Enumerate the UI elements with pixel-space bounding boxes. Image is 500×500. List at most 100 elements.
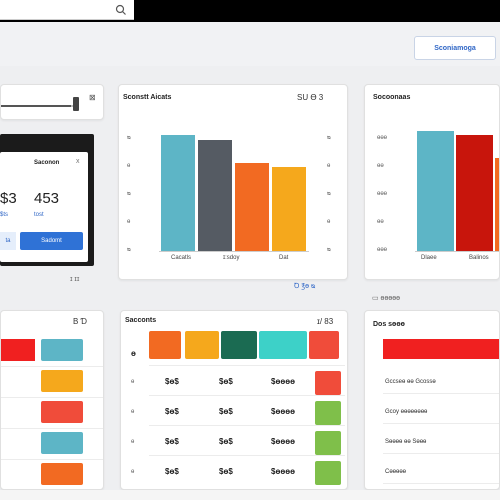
table-right-row-label: Cɵɵɵɵɵ: [385, 469, 407, 475]
table-mid-meta: ɪ/ 83: [317, 317, 334, 326]
table-mid-row-index: ɵ: [131, 439, 135, 445]
table-mid-title: Sacconts: [125, 317, 157, 324]
table-left-tag: [41, 370, 83, 392]
chart-a-baseline: [159, 251, 309, 252]
chart-a-ytick-right: ɵ: [327, 219, 331, 225]
table-mid-cell: $ɵ$: [219, 377, 233, 386]
table-card-right: Dos sɵɵɵ Gccseɵ ɵɵ Gcossɵ Gcoy ɵɵɵɵɵɵɵɵ Sɵ…: [364, 310, 500, 490]
filter-card: ⊠: [0, 84, 104, 120]
chart-b-bar: [456, 135, 493, 251]
chart-a-ytick-right: ᴓ: [327, 191, 331, 197]
table-left-tag: [41, 432, 83, 454]
table-mid-row-index: ɵ: [131, 469, 135, 475]
modal-value-2: 453: [34, 190, 60, 207]
chart-b-plot: ɵɵɵ ɵɵ ɵɵɵ ɵɵ ɵɵɵ Dlaee Balinos: [365, 85, 499, 279]
header-action-button[interactable]: Sconiamoga: [414, 36, 496, 60]
chart-a-bar: [235, 162, 269, 251]
modal-footer-mark: ɪ ɪɪ: [70, 276, 80, 283]
table-mid-cell: $ɵ$: [219, 467, 233, 476]
chart-a-footer: Ꝺ ℥ɵ ᴓ: [294, 283, 316, 290]
slider-handle[interactable]: [73, 97, 79, 111]
chart-a-ytick: ɵ: [127, 219, 131, 225]
chart-b-footer: ▭ ɵɵɵɵɵ: [372, 295, 401, 302]
table-left-tag: [41, 401, 83, 423]
chart-b-ytick: ɵɵ: [377, 219, 384, 225]
table-mid-header-cell: [221, 331, 257, 359]
table-mid-row-index: ɵ: [131, 379, 135, 385]
table-left-row-separator: [1, 428, 103, 429]
chart-a-category-label: ɪ:sdoy: [223, 255, 240, 261]
table-mid-cell: $ɵɵɵɵ: [271, 407, 295, 416]
table-right-row-separator: [383, 423, 499, 424]
chart-a-category-label: Dat: [279, 255, 289, 261]
table-mid-header-cell: [185, 331, 219, 359]
table-mid-status-cell: [315, 371, 341, 395]
table-left-tag: [41, 339, 83, 361]
table-right-row-separator: [383, 393, 499, 394]
chart-b-category-label: Dlaee: [421, 255, 437, 261]
chart-a-meta: SU Ɵ 3: [297, 93, 324, 102]
table-mid-status-cell: [315, 461, 341, 485]
chart-a-ytick-right: ɵ: [327, 163, 331, 169]
chart-card-b: Socoonaas ɵɵɵ ɵɵ ɵɵɵ ɵɵ ɵɵɵ Dlaee Balinos: [364, 84, 500, 280]
table-mid-row-index: ɵ: [131, 409, 135, 415]
chart-a-bar: [272, 166, 306, 251]
search-icon[interactable]: [114, 3, 128, 17]
chart-a-ytick: ɵ: [127, 163, 131, 169]
table-left-row-separator: [1, 397, 103, 398]
table-mid-status-cell: [315, 431, 341, 455]
table-mid-cell: $ɵɵɵɵ: [271, 377, 295, 386]
table-mid-row-separator: [149, 455, 345, 456]
table-mid-header-index: ɵ: [131, 349, 136, 358]
table-right-red-bar: [383, 339, 499, 359]
table-mid-cell: $ɵ$: [165, 467, 179, 476]
chart-b-ytick: ɵɵ: [377, 163, 384, 169]
modal-sub-1: $ts: [0, 212, 9, 218]
table-right-row-separator: [383, 453, 499, 454]
search-input[interactable]: [4, 3, 112, 17]
chart-a-plot: ᴓ ᴓ ɵ ɵ ᴓ ᴓ ɵ ɵ ᴓ ᴓ Cacatls ɪ:sdoy Dat: [119, 85, 347, 279]
table-left-tag: [1, 339, 35, 361]
table-card-left: B Ɗ: [0, 310, 104, 490]
table-mid-cell: $ɵɵɵɵ: [271, 437, 295, 446]
table-mid-header-cell: [149, 331, 181, 359]
chart-a-bar: [198, 140, 232, 251]
table-mid-header-cell: [259, 331, 307, 359]
chart-b-title: Socoonaas: [373, 94, 411, 101]
table-right-title: Dos sɵɵɵ: [373, 321, 405, 328]
table-mid-row-separator: [149, 395, 345, 396]
chart-a-ytick: ᴓ: [127, 191, 131, 197]
modal-sub-2: tost: [34, 212, 44, 218]
table-mid-cell: $ɵ$: [219, 437, 233, 446]
chart-a-ytick-right: ᴓ: [327, 247, 331, 253]
table-left-row-separator: [1, 459, 103, 460]
table-right-row-label: Gcoy ɵɵɵɵɵɵɵɵ: [385, 409, 428, 415]
chart-card-a: Sconstt Aicats SU Ɵ 3 ᴓ ᴓ ɵ ɵ ᴓ ᴓ ɵ ɵ ᴓ ᴓ Cacatls ɪ…: [118, 84, 348, 280]
slider-track[interactable]: [1, 105, 79, 107]
chart-b-category-label: Balinos: [469, 255, 489, 261]
table-right-row-separator: [383, 483, 499, 484]
table-left-row-separator: [1, 366, 103, 367]
chart-b-bar: [417, 131, 454, 251]
bottom-strip: [0, 490, 500, 500]
modal-dialog: Saconon x $3 453 $ts tost ta Sadomt: [0, 134, 94, 266]
table-mid-cell: $ɵɵɵɵ: [271, 467, 295, 476]
modal-secondary-button[interactable]: ta: [0, 232, 16, 250]
chart-a-ytick-right: ᴓ: [327, 135, 331, 141]
chart-a-ytick: ᴓ: [127, 247, 131, 253]
slider-fill: [1, 105, 72, 107]
search-box[interactable]: [0, 0, 134, 20]
chart-b-bar: [495, 157, 499, 251]
modal-primary-button[interactable]: Sadomt: [20, 232, 83, 250]
filter-card-right-label: ⊠: [89, 93, 96, 102]
chart-a-ytick: ᴓ: [127, 135, 131, 141]
table-mid-row-separator: [149, 425, 345, 426]
table-mid-cell: $ɵ$: [165, 377, 179, 386]
chart-a-category-label: Cacatls: [171, 255, 192, 261]
table-card-mid: Sacconts ɪ/ 83 ɵ ɵ $ɵ$ $ɵ$ $ɵɵɵɵ ɵ $ɵ$ $ɵ$ $ɵɵɵɵ…: [120, 310, 348, 490]
table-right-row-label: Gccseɵ ɵɵ Gcossɵ: [385, 379, 436, 385]
modal-body: Saconon x $3 453 $ts tost ta Sadomt: [0, 152, 88, 262]
table-left-tag: [41, 463, 83, 485]
modal-value-1: $3: [0, 190, 17, 207]
close-icon[interactable]: x: [76, 158, 80, 165]
